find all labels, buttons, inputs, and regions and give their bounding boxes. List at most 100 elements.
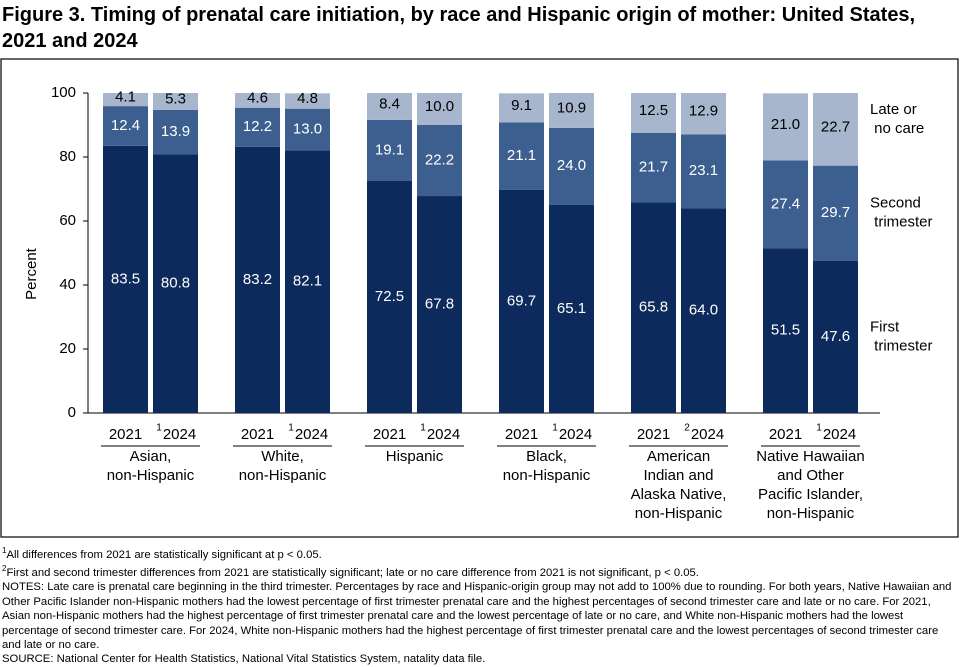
bar-segment: [681, 208, 726, 413]
value-label: 82.1: [293, 273, 322, 290]
value-label: 21.1: [507, 147, 536, 164]
value-label: 8.4: [379, 95, 400, 112]
notes: NOTES: Late care is prenatal care beginn…: [2, 581, 952, 651]
category-note: 1: [156, 423, 162, 434]
bar-segment: [417, 93, 462, 125]
value-label: 12.2: [243, 118, 272, 135]
group-label: Hispanic: [386, 448, 444, 465]
value-label: 5.3: [165, 90, 186, 107]
bar-segment: [763, 160, 808, 249]
y-axis-label: Percent: [23, 247, 40, 300]
value-label: 24.0: [557, 157, 586, 174]
x-tick-label: 2024: [823, 426, 856, 443]
x-tick-label: 2021: [241, 426, 274, 443]
category-note: 1: [288, 423, 294, 434]
value-label: 10.0: [425, 98, 454, 115]
group-label: non-Hispanic: [107, 467, 195, 484]
footnote-text: All differences from 2021 are statistica…: [6, 548, 322, 561]
bar-segment: [499, 93, 544, 123]
bar-segment: [285, 93, 330, 109]
footnote-text: First and second trimester differences f…: [6, 566, 699, 579]
group-label: Indian and: [643, 467, 713, 484]
value-label: 80.8: [161, 275, 190, 292]
group-label: non-Hispanic: [767, 505, 855, 522]
group-label: Black,: [526, 448, 567, 465]
bar-segment: [367, 181, 412, 413]
x-tick-label: 2021: [769, 426, 802, 443]
y-tick-label: 0: [68, 404, 76, 421]
value-label: 4.8: [297, 90, 318, 107]
value-label: 9.1: [511, 97, 532, 114]
bar-segment: [367, 93, 412, 120]
group-label: non-Hispanic: [503, 467, 591, 484]
category-note: 1: [552, 423, 558, 434]
group-label: and Other: [777, 467, 844, 484]
group-label: non-Hispanic: [635, 505, 723, 522]
value-label: 83.2: [243, 271, 272, 288]
bar-segment: [763, 248, 808, 413]
category-note: 1: [816, 423, 822, 434]
group-label: Native Hawaiian: [756, 448, 864, 465]
value-label: 21.0: [771, 116, 800, 133]
bar-segment: [417, 196, 462, 413]
bar-segment: [499, 122, 544, 190]
bar-segment: [103, 93, 148, 107]
value-label: 13.0: [293, 120, 322, 137]
value-label: 4.1: [115, 89, 136, 106]
category-note: 2: [684, 423, 690, 434]
value-label: 67.8: [425, 295, 454, 312]
bar-segment: [549, 127, 594, 205]
value-label: 72.5: [375, 288, 404, 305]
group-label: Asian,: [130, 448, 172, 465]
value-label: 13.9: [161, 123, 190, 140]
bar-segment: [631, 202, 676, 413]
value-label: 27.4: [771, 195, 800, 212]
x-tick-label: 2021: [637, 426, 670, 443]
x-tick-label: 2021: [373, 426, 406, 443]
value-label: 12.5: [639, 102, 668, 119]
legend-label: Second trimester: [870, 195, 933, 231]
value-label: 22.2: [425, 151, 454, 168]
bar-segment: [813, 165, 858, 261]
value-label: 83.5: [111, 270, 140, 287]
group-label: White,: [261, 448, 304, 465]
category-note: 1: [420, 423, 426, 434]
bar-segment: [153, 109, 198, 155]
y-tick-label: 40: [59, 276, 76, 293]
footnote-mark: 1: [2, 546, 7, 555]
y-tick-label: 100: [51, 84, 76, 101]
value-label: 23.1: [689, 162, 718, 179]
bar-segment: [549, 204, 594, 413]
bar-segment: [417, 125, 462, 197]
legend-label: Late or no care: [870, 101, 924, 137]
source: SOURCE: National Center for Health Stati…: [2, 653, 486, 666]
chart-title: Figure 3. Timing of prenatal care initia…: [2, 4, 916, 52]
group-label: Alaska Native,: [631, 486, 727, 503]
y-tick-label: 60: [59, 212, 76, 229]
bar-segment: [631, 133, 676, 203]
chart-frame: [0, 58, 959, 538]
value-label: 29.7: [821, 204, 850, 221]
x-tick-label: 2024: [559, 426, 592, 443]
chart: Percent 0 20 40 60 80 100 83.5 12.4 4.1 2021 80.8 1…: [0, 58, 959, 538]
x-tick-label: 2024: [427, 426, 460, 443]
footnote: 1All differences from 2021 are statistic…: [2, 544, 958, 562]
value-label: 65.1: [557, 300, 586, 317]
group-label: American: [647, 448, 710, 465]
bar-segment: [235, 93, 280, 108]
value-label: 65.8: [639, 299, 668, 316]
x-tick-label: 2024: [295, 426, 328, 443]
footnote: 2First and second trimester differences …: [2, 562, 958, 580]
x-tick-label: 2024: [163, 426, 196, 443]
footer: 1All differences from 2021 are statistic…: [0, 540, 960, 667]
value-label: 4.6: [247, 89, 268, 106]
bar-segment: [235, 107, 280, 147]
group-label: non-Hispanic: [239, 467, 327, 484]
bar-segment: [153, 154, 198, 413]
value-label: 22.7: [821, 118, 850, 135]
y-tick-label: 20: [59, 340, 76, 357]
group-label: Pacific Islander,: [758, 486, 863, 503]
bar-segment: [631, 93, 676, 133]
value-label: 12.4: [111, 117, 140, 134]
